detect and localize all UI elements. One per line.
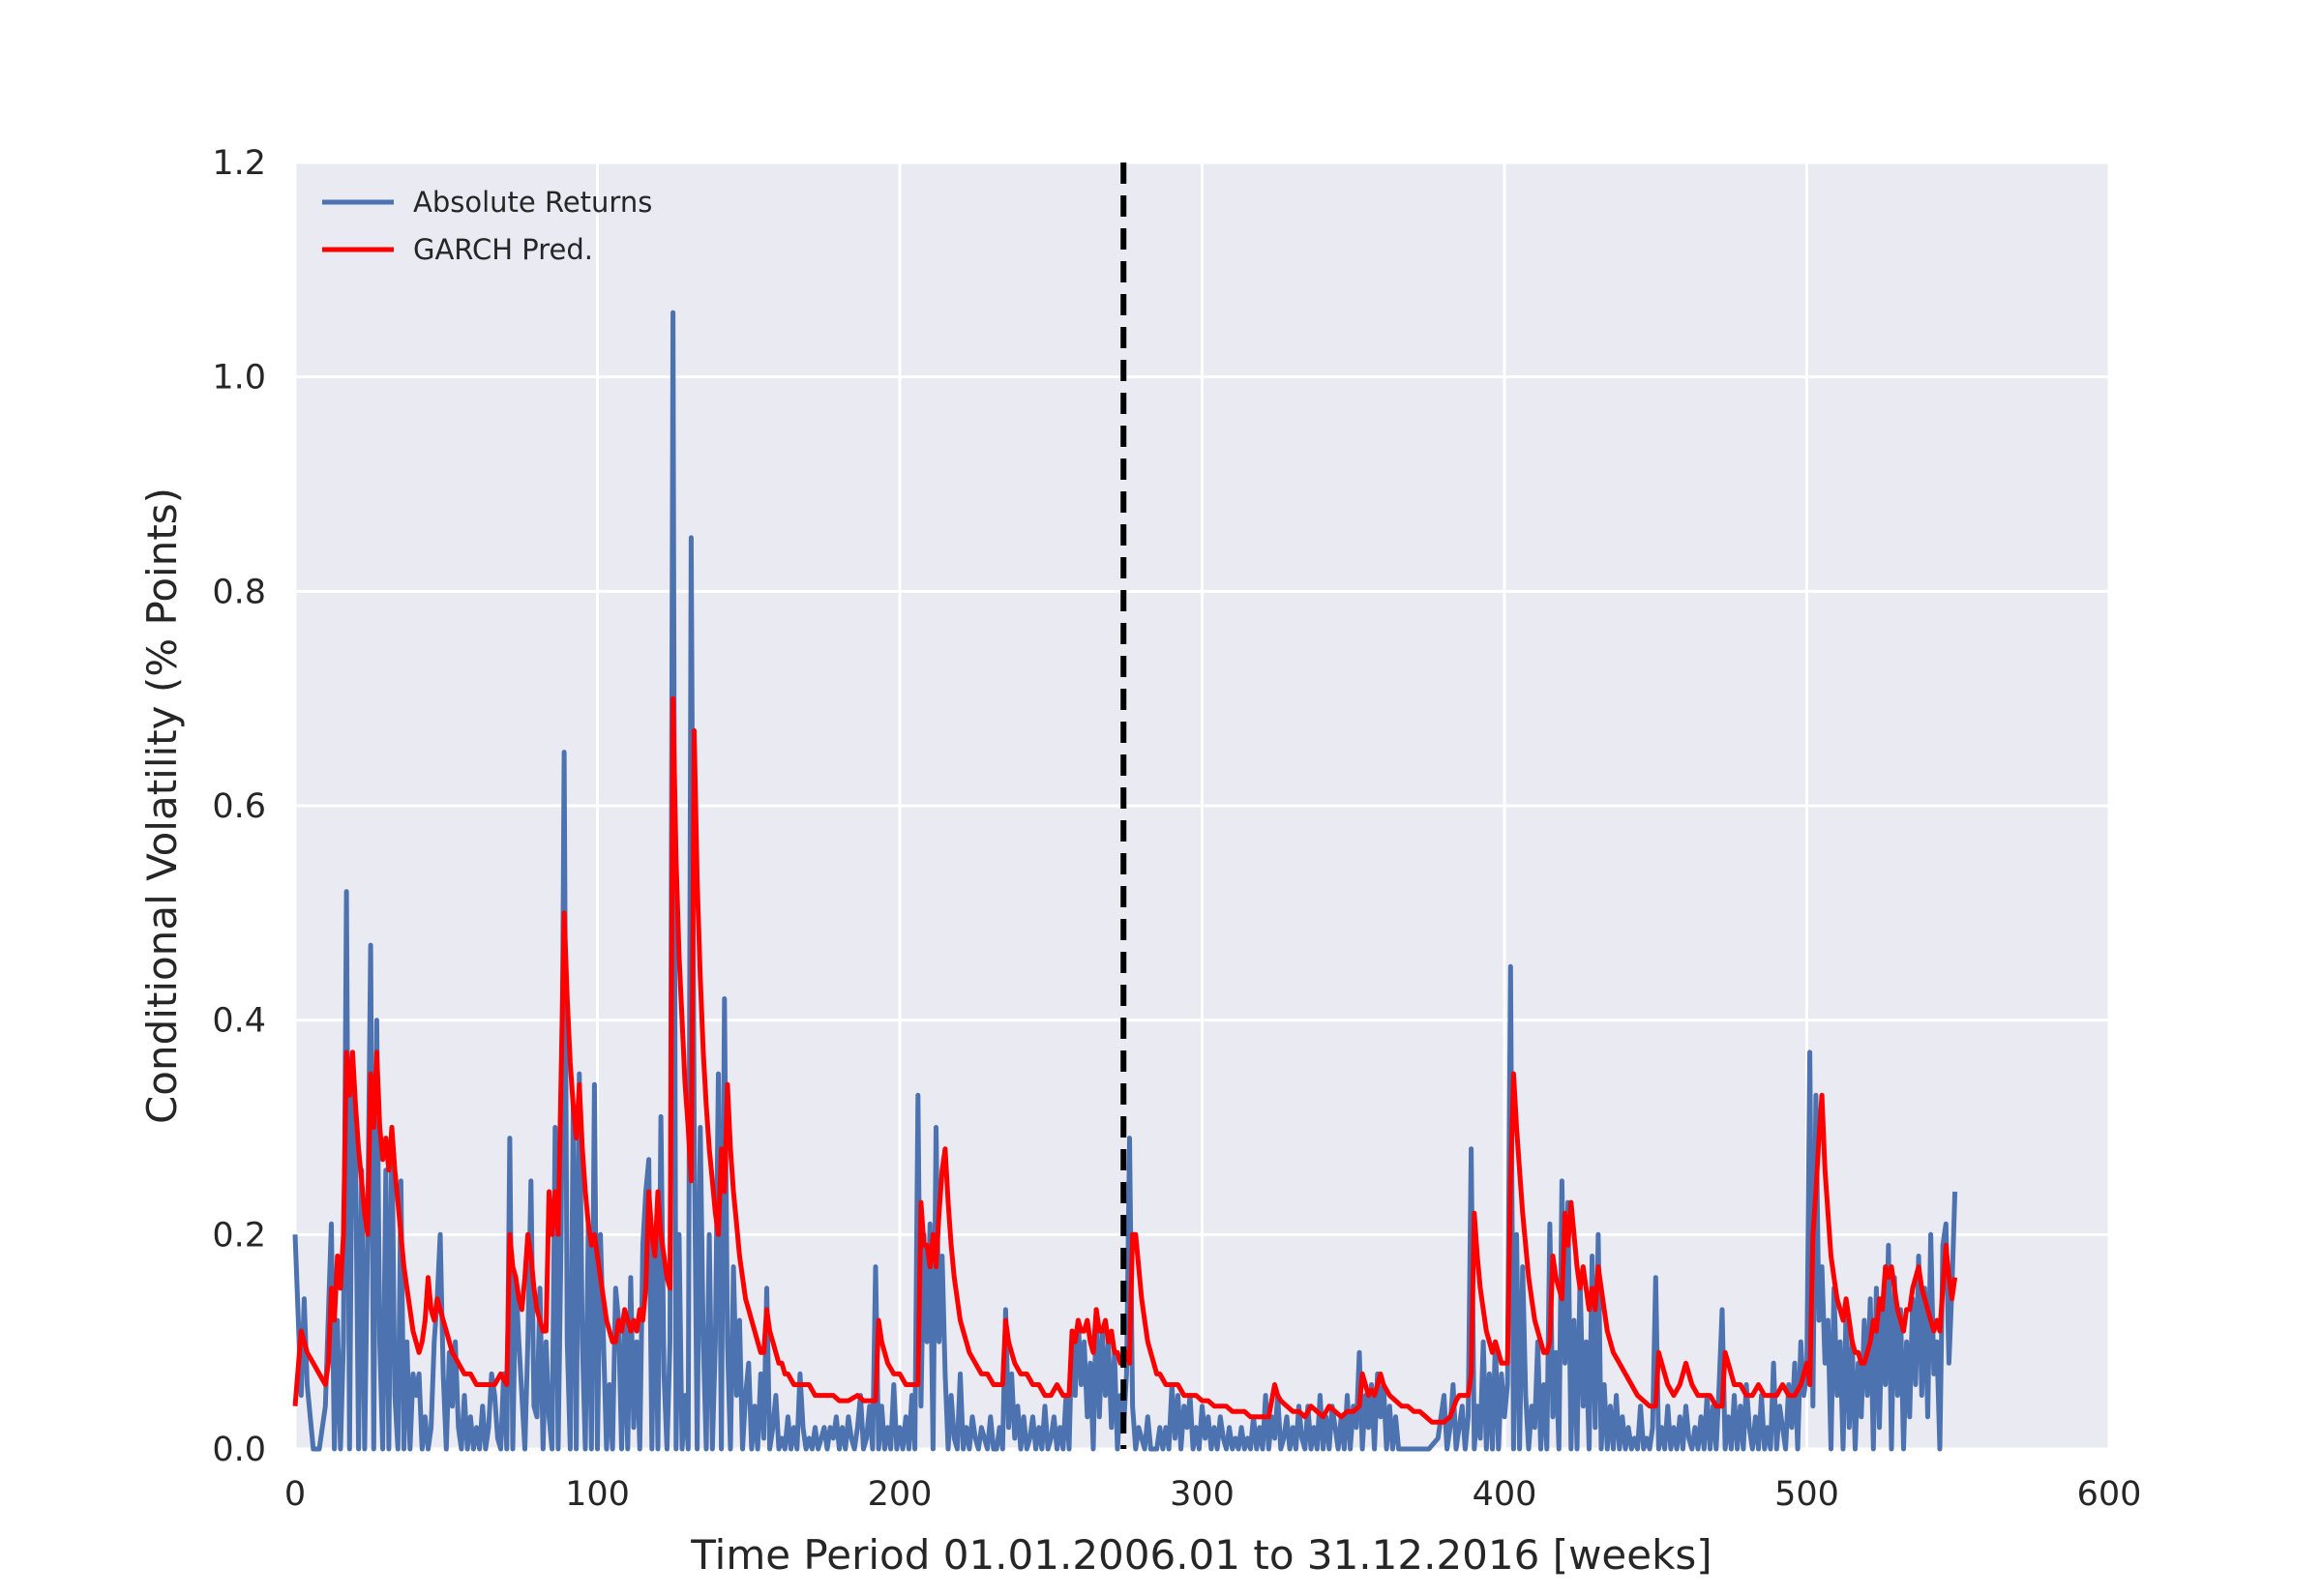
y-tick-label: 1.0 xyxy=(212,359,266,398)
legend-label-absolute-returns: Absolute Returns xyxy=(413,186,652,219)
y-tick-label: 0.8 xyxy=(212,573,266,611)
y-tick-label: 0.4 xyxy=(212,1002,266,1041)
x-tick-label: 200 xyxy=(868,1475,933,1514)
y-axis-label: Conditional Volatility (% Points) xyxy=(138,488,186,1124)
x-tick-label: 400 xyxy=(1473,1475,1537,1514)
y-tick-labels: 0.0 0.2 0.4 0.6 0.8 1.0 1.2 xyxy=(212,144,266,1469)
x-tick-labels: 0 100 200 300 400 500 600 xyxy=(284,1475,2142,1514)
x-tick-label: 100 xyxy=(565,1475,630,1514)
x-tick-label: 600 xyxy=(2077,1475,2142,1514)
y-tick-label: 1.2 xyxy=(212,144,266,183)
x-tick-label: 300 xyxy=(1170,1475,1235,1514)
legend-label-garch-pred: GARCH Pred. xyxy=(413,233,593,266)
x-tick-label: 0 xyxy=(284,1475,306,1514)
y-tick-label: 0.0 xyxy=(212,1431,266,1469)
series-line-absolute-returns xyxy=(292,310,1958,1452)
y-tick-label: 0.6 xyxy=(212,787,266,826)
x-tick-label: 500 xyxy=(1774,1475,1839,1514)
x-axis-label: Time Period 01.01.2006.01 to 31.12.2016 … xyxy=(690,1531,1712,1579)
legend: Absolute Returns GARCH Pred. xyxy=(322,186,652,266)
series-line-garch-pred xyxy=(292,695,1958,1425)
series-layer xyxy=(292,310,1958,1452)
y-tick-label: 0.2 xyxy=(212,1216,266,1255)
